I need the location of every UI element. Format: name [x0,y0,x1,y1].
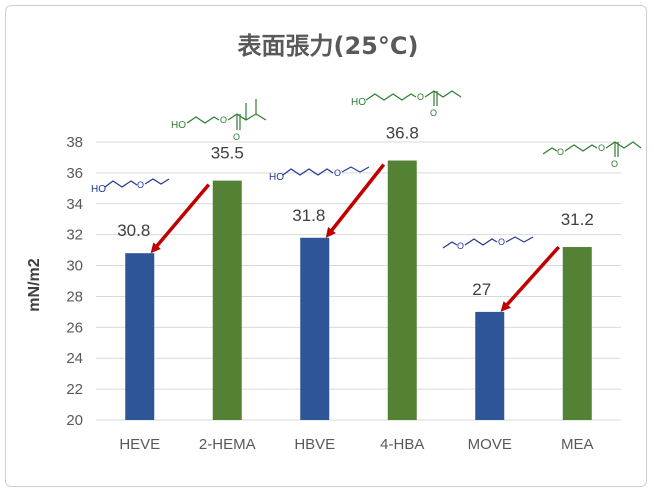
svg-text:O: O [417,92,424,102]
svg-text:O: O [220,115,227,125]
bar-mea [562,247,592,420]
x-tick-label: 2-HEMA [199,436,256,453]
svg-text:HO: HO [351,97,366,108]
chart-frame: 表面張力(25°C) mN/m2 20 22 24 26 28 30 32 34 36 38 HE… [5,5,647,487]
y-tick-label: 38 [66,134,83,151]
svg-text:HO: HO [269,172,284,183]
annotation-arrow [150,183,211,254]
annotation-arrow [500,245,561,312]
y-tick-label: 20 [66,412,83,429]
y-tick-label: 30 [66,258,83,275]
y-tick-labels: 20 22 24 26 28 30 32 34 36 38 [66,134,83,429]
svg-text:HO: HO [171,120,186,131]
structure-hbve: HO O [269,166,370,183]
y-tick-label: 36 [66,165,83,182]
svg-text:O: O [457,241,464,251]
data-label: 31.2 [561,210,594,229]
bar-4-hba [387,160,417,421]
bar-2-hema [212,180,242,420]
y-tick-label: 24 [66,350,83,367]
structure-mea: O O O [542,141,642,169]
y-tick-label: 22 [66,381,83,398]
svg-text:O: O [598,143,605,153]
bars [125,160,592,421]
x-tick-label: MOVE [468,436,512,453]
svg-text:O: O [334,168,341,178]
data-label: 31.8 [292,206,325,225]
bar-heve [125,253,155,420]
y-axis-label: mN/m2 [26,258,43,311]
x-tick-label: HEVE [119,436,160,453]
data-label: 35.5 [211,144,244,163]
structure-2-hema: HO O O [171,99,267,142]
data-label: 36.8 [386,124,419,143]
structure-move: O O [442,236,534,251]
y-tick-label: 26 [66,319,83,336]
annotation-arrows [150,163,561,312]
chart-title: 表面張力(25°C) [238,32,419,60]
y-tick-label: 34 [66,196,83,213]
category-labels: HEVE 2-HEMA HBVE 4-HBA MOVE MEA [119,436,593,453]
bar-hbve [300,237,330,420]
svg-text:O: O [498,237,505,247]
svg-text:O: O [557,147,564,157]
x-tick-label: 4-HBA [380,436,424,453]
svg-text:O: O [430,108,437,118]
x-tick-label: MEA [561,436,594,453]
gridlines [96,141,621,421]
bar-move [475,311,505,420]
annotation-arrow [325,163,386,238]
bar-chart: 表面張力(25°C) mN/m2 20 22 24 26 28 30 32 34 36 38 HE… [26,32,642,453]
structure-heve: HO O [91,178,170,195]
y-tick-label: 28 [66,288,83,305]
data-label: 30.8 [117,221,150,240]
structure-4-hba: HO O O [351,90,462,118]
svg-text:O: O [233,132,240,142]
svg-text:O: O [137,180,144,190]
svg-text:O: O [611,159,618,169]
x-tick-label: HBVE [294,436,335,453]
data-label: 27 [472,280,491,299]
data-labels: 30.8 35.5 31.8 36.8 27 31.2 [117,124,594,299]
svg-text:HO: HO [91,184,106,195]
y-tick-label: 32 [66,227,83,244]
